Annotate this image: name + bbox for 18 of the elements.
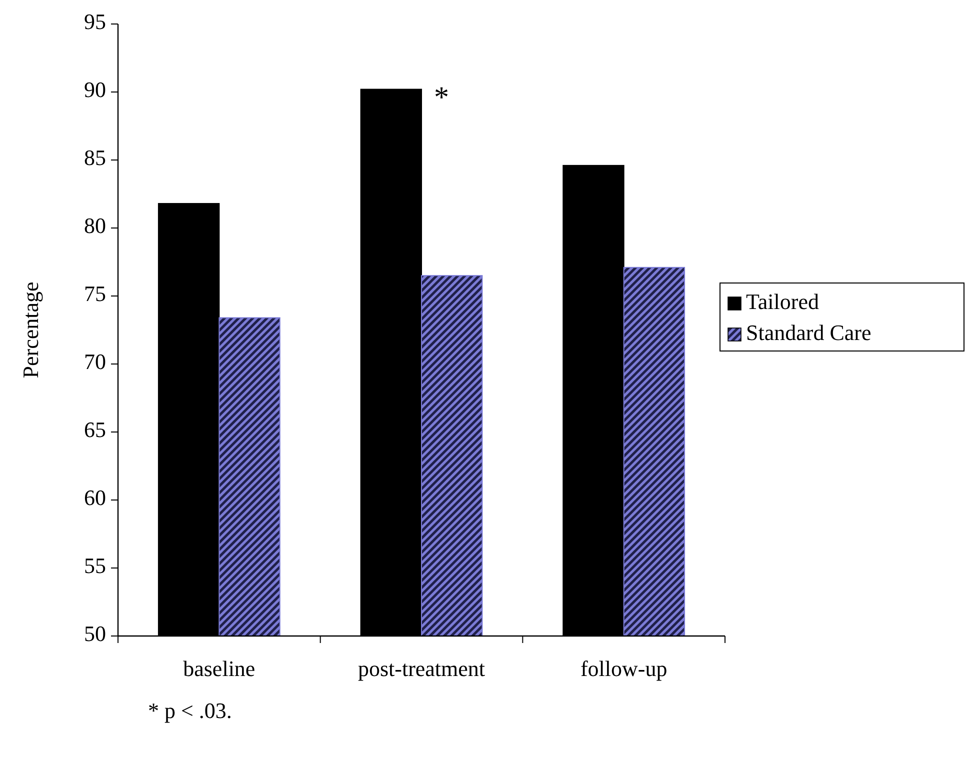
- text: * p < .03.: [148, 698, 232, 723]
- y-tick-label: 85: [84, 145, 106, 170]
- x-tick-label: baseline: [183, 656, 256, 681]
- y-tick-label: 55: [84, 553, 106, 578]
- x-tick-label: post-treatment: [358, 656, 486, 681]
- y-tick-label: 75: [84, 281, 106, 306]
- y-axis-title: Percentage: [18, 282, 43, 378]
- y-tick-label: 70: [84, 349, 106, 374]
- legend-label: Tailored: [746, 289, 819, 314]
- y-tick-label: 60: [84, 485, 106, 510]
- x-tick-label: follow-up: [580, 656, 668, 681]
- y-tick-label: 80: [84, 213, 106, 238]
- y-tick-label: 50: [84, 621, 106, 646]
- annotation: *: [434, 81, 449, 114]
- y-tick-label: 65: [84, 417, 106, 442]
- y-tick-label: 90: [84, 77, 106, 102]
- y-tick-label: 95: [84, 9, 106, 34]
- legend-label: Standard Care: [746, 320, 872, 346]
